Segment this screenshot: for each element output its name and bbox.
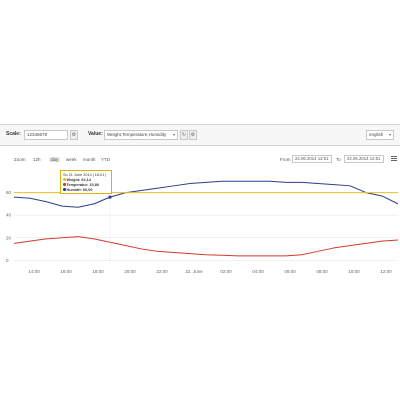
tooltip-humidity: Humidit: 60,00	[66, 187, 93, 192]
x-tick-label: 08:00	[316, 269, 328, 274]
menu-icon-bar	[391, 156, 397, 157]
x-tick-label: 20:00	[124, 269, 136, 274]
y-tick-label: 0	[6, 258, 9, 263]
menu-icon-bar	[391, 158, 397, 160]
legend-dot-icon	[63, 183, 66, 186]
chart-menu-button[interactable]	[391, 156, 397, 162]
legend-dot-icon	[63, 178, 66, 181]
scale-value: 12345678	[27, 132, 48, 137]
series-line-weight	[13, 180, 399, 208]
x-tick-label: 04:00	[252, 269, 264, 274]
y-tick-label: 20	[6, 235, 12, 240]
tooltip-temperature: Temperatur: 15,80	[66, 182, 99, 187]
value-label: Value:	[88, 131, 103, 137]
value-refresh-button[interactable]: ↻	[180, 130, 188, 140]
scale-settings-button[interactable]: ⚙	[70, 130, 78, 140]
scale-input[interactable]: 12345678	[24, 130, 68, 140]
zoom-button-ytd[interactable]: YTD	[101, 157, 110, 162]
range-to-label: To	[336, 157, 341, 162]
x-tick-label: 16:00	[60, 269, 72, 274]
line-chart[interactable]: 0 20 40 60 14:00 16:00 18:00 20:00 22:00 22. Jun…	[0, 148, 400, 278]
chart-grid	[14, 192, 398, 261]
tooltip-row-weight: Weight: 62,14	[63, 178, 109, 183]
menu-icon-bar	[391, 160, 397, 162]
x-tick-label: 12:00	[380, 269, 392, 274]
language-select[interactable]: english ▾	[366, 130, 394, 140]
x-tick-label: 22:00	[156, 269, 168, 274]
x-axis-ticks: 14:00 16:00 18:00 20:00 22:00 22. June 02:00 04…	[28, 269, 392, 274]
x-tick-label: 14:00	[28, 269, 40, 274]
zoom-button-month[interactable]: month	[83, 157, 96, 162]
chart-tooltip: So 21 June 2014 | 16:01 | Weight: 62,14 …	[60, 170, 112, 194]
value-select-text: Weight,Temperature,Humidity	[107, 132, 167, 137]
value-settings-button[interactable]: ⚙	[189, 130, 197, 140]
language-select-text: english	[369, 132, 384, 137]
toolbar: Scale: 12345678 ⚙ Value: Weight,Temperat…	[0, 124, 400, 146]
x-tick-label: 22. June	[185, 269, 203, 274]
x-tick-label: 10:00	[348, 269, 360, 274]
range-from-label: From	[280, 157, 291, 162]
tooltip-title: So 21 June 2014 | 16:01 |	[63, 172, 107, 177]
range-from-input[interactable]: 22.06.2014 12:51	[292, 155, 332, 163]
zoom-label: Zoom	[14, 157, 26, 162]
y-tick-label: 40	[6, 213, 12, 218]
refresh-icon: ↻	[181, 132, 187, 138]
gear-icon: ⚙	[190, 132, 196, 138]
range-to-input[interactable]: 22.06.2014 12:51	[344, 155, 384, 163]
y-tick-label: 60	[6, 190, 12, 195]
tooltip-row-humidity: Humidit: 60,00	[63, 188, 109, 193]
y-axis-ticks: 0 20 40 60	[6, 190, 12, 263]
scale-label: Scale:	[6, 131, 21, 137]
series-line-temperatur	[13, 236, 399, 257]
x-tick-label: 02:00	[220, 269, 232, 274]
zoom-button-12h[interactable]: 12h	[33, 157, 41, 162]
zoom-button-day[interactable]: day	[49, 157, 61, 162]
zoom-button-week[interactable]: week	[66, 157, 77, 162]
chevron-down-icon: ▾	[172, 132, 175, 137]
hover-point	[108, 195, 112, 199]
tooltip-row-temperature: Temperatur: 15,80	[63, 183, 109, 188]
chevron-down-icon: ▾	[388, 132, 391, 137]
x-tick-label: 06:00	[284, 269, 296, 274]
legend-dot-icon	[63, 188, 66, 191]
tooltip-weight: Weight: 62,14	[66, 177, 91, 182]
x-tick-label: 18:00	[92, 269, 104, 274]
value-select[interactable]: Weight,Temperature,Humidity ▾	[104, 130, 178, 140]
gear-icon: ⚙	[71, 132, 77, 138]
